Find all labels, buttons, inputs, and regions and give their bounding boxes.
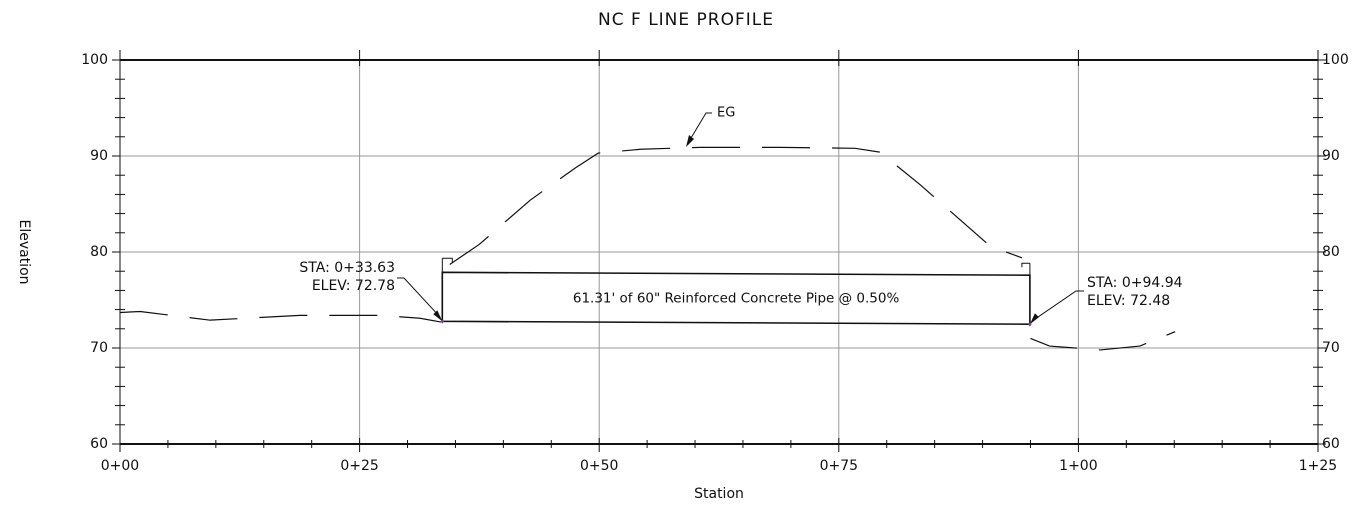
annotation: ELEV: 72.78 [312, 278, 395, 294]
y-tick-label: 70 [1322, 340, 1340, 356]
x-axis-label: Station [694, 486, 744, 502]
y-tick-label: 90 [90, 148, 108, 164]
x-tick-label: 0+75 [820, 458, 858, 474]
annotation: STA: 0+94.94 [1087, 275, 1183, 291]
y-tick-label: 100 [81, 52, 108, 68]
y-tick-label: 60 [1322, 436, 1340, 452]
leader [397, 277, 441, 318]
x-tick-label: 0+00 [101, 458, 139, 474]
legend-label: EG [717, 106, 735, 121]
annotation: STA: 0+33.63 [299, 260, 395, 276]
leader [1031, 290, 1084, 322]
y-axis-label: Elevation [16, 219, 32, 284]
ground-tie [1021, 262, 1030, 268]
y-tick-label: 100 [1322, 52, 1349, 68]
invert-point [440, 319, 444, 323]
ground-line [119, 146, 1176, 351]
pipe-label: 61.31' of 60" Reinforced Concrete Pipe @… [573, 290, 900, 306]
arrow [686, 135, 694, 147]
ground-tie [442, 257, 453, 263]
x-tick-label: 1+00 [1059, 458, 1097, 474]
x-tick-label: 1+25 [1299, 458, 1337, 474]
y-tick-label: 70 [90, 340, 108, 356]
arrow [433, 310, 443, 322]
x-tick-label: 0+50 [580, 458, 618, 474]
annotation: ELEV: 72.48 [1087, 293, 1170, 309]
y-tick-label: 80 [1322, 244, 1340, 260]
y-tick-label: 60 [90, 436, 108, 452]
chart-title: NC F LINE PROFILE [598, 10, 774, 30]
y-tick-label: 80 [90, 244, 108, 260]
invert-point [1028, 322, 1032, 326]
x-tick-label: 0+25 [340, 458, 378, 474]
y-tick-label: 90 [1322, 148, 1340, 164]
leader [687, 112, 712, 144]
arrow [1029, 313, 1039, 325]
